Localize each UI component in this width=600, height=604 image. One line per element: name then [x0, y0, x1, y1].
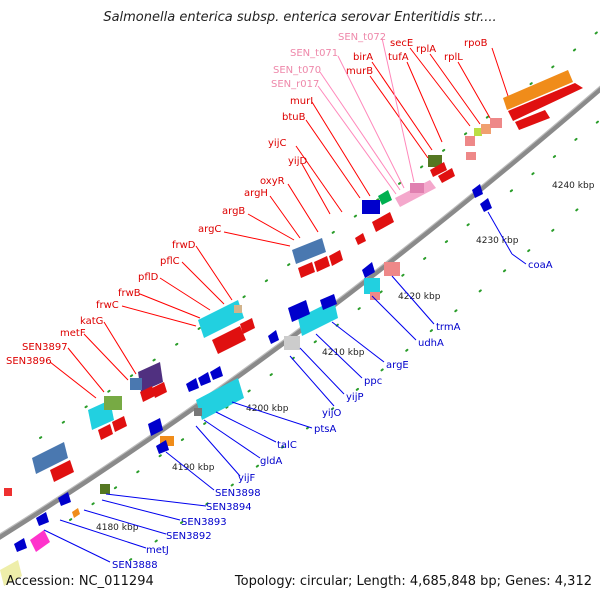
gene-label-ppc: ppc [364, 376, 382, 387]
gene-label-murI: murI [290, 96, 313, 107]
gene-label-yijF: yijF [238, 473, 255, 484]
gene-block-SEN3898[interactable] [148, 418, 174, 454]
gene-block-frw-region[interactable] [198, 300, 255, 354]
forward-gene-blocks [4, 70, 583, 496]
gene-label-argH: argH [244, 188, 268, 199]
gene-label-SEN3898: SEN3898 [215, 488, 261, 499]
tick-4200: 4200 kbp [246, 404, 289, 414]
gene-block-argE[interactable] [268, 294, 338, 350]
gene-label-SEN_r017: SEN_r017 [271, 79, 319, 90]
gene-block-btuB-region[interactable] [355, 180, 436, 245]
accession-text: Accession: NC_011294 [6, 574, 154, 589]
gene-block-metJ[interactable] [14, 512, 50, 552]
tick-4230: 4230 kbp [476, 236, 519, 246]
gene-label-frwB: frwB [118, 288, 141, 299]
gene-label-rplL: rplL [444, 52, 463, 63]
genome-summary-text: Topology: circular; Length: 4,685,848 bp… [234, 574, 592, 589]
gene-label-SEN_t072: SEN_t072 [338, 32, 386, 43]
gene-label-metJ: metJ [146, 545, 169, 556]
tick-4220: 4220 kbp [398, 292, 441, 302]
tick-4180: 4180 kbp [96, 523, 139, 533]
gene-label-yijC: yijC [268, 138, 286, 149]
gene-label-pflD: pflD [138, 272, 159, 283]
tick-4210: 4210 kbp [322, 348, 365, 358]
tick-4240: 4240 kbp [552, 181, 595, 191]
forward-leaders [49, 47, 509, 399]
gene-block-SEN3894[interactable] [58, 484, 110, 518]
tick-labels: 4180 kbp 4190 kbp 4200 kbp 4210 kbp 4220… [96, 181, 595, 533]
gene-label-frwC: frwC [96, 300, 119, 311]
gene-label-metF: metF [60, 328, 86, 339]
track-dots [39, 29, 600, 561]
gene-label-murB: murB [346, 66, 373, 77]
gene-label-ptsA: ptsA [314, 424, 336, 435]
gene-label-talC: talC [277, 440, 297, 451]
gene-block-rpoB-region[interactable] [503, 70, 583, 130]
gene-block-coaA[interactable] [472, 184, 492, 212]
map-title: Salmonella enterica subsp. enterica sero… [103, 10, 497, 25]
gene-block-SEN3896-region[interactable] [4, 442, 74, 496]
gene-label-yijO: yijO [322, 408, 341, 419]
gene-label-gldA: gldA [260, 456, 282, 467]
reverse-gene-labels: coaA trmA udhA argE ppc yijP yijO ptsA t… [112, 260, 553, 571]
gene-label-pflC: pflC [160, 256, 180, 267]
gene-block-udhA[interactable] [364, 278, 380, 300]
reverse-gene-blocks [0, 184, 492, 586]
gene-label-katG: katG [80, 316, 103, 327]
tick-4190: 4190 kbp [172, 463, 215, 473]
gene-label-argE: argE [386, 360, 409, 371]
gene-label-SEN3896: SEN3896 [6, 356, 52, 367]
gene-label-udhA: udhA [418, 338, 444, 349]
gene-label-trmA: trmA [436, 322, 461, 333]
gene-label-argB: argB [222, 206, 245, 217]
gene-label-SEN3897: SEN3897 [22, 342, 68, 353]
gene-block-argH-region[interactable] [292, 238, 343, 278]
reverse-leaders [43, 211, 527, 563]
gene-label-SEN3893: SEN3893 [181, 517, 227, 528]
gene-block-trmA[interactable] [362, 262, 400, 278]
gene-label-tufA: tufA [388, 52, 409, 63]
gene-label-oxyR: oxyR [260, 176, 285, 187]
gene-label-SEN3888: SEN3888 [112, 560, 158, 571]
gene-label-yijP: yijP [346, 392, 364, 403]
gene-block-tufA[interactable] [428, 155, 455, 183]
gene-label-SEN3892: SEN3892 [166, 531, 212, 542]
gene-block-ptsA[interactable] [186, 366, 244, 420]
gene-label-birA: birA [353, 52, 373, 63]
gene-label-SEN_t070: SEN_t070 [273, 65, 321, 76]
gene-label-SEN3894: SEN3894 [206, 502, 252, 513]
forward-gene-labels: rpoB secE rplA rplL birA tufA murB murI … [6, 38, 488, 367]
gene-label-secE: secE [390, 38, 413, 49]
gene-label-btuB: btuB [282, 112, 306, 123]
gene-block-SEN3888[interactable] [0, 560, 22, 586]
gene-label-rpoB: rpoB [464, 38, 488, 49]
gene-label-yijD: yijD [288, 156, 307, 167]
gene-block-ribosomal[interactable] [465, 118, 502, 160]
gene-block-metF-region[interactable] [88, 396, 127, 440]
gene-label-rplA: rplA [416, 44, 436, 55]
rna-leaders [317, 37, 415, 195]
gene-label-SEN_t071: SEN_t071 [290, 48, 338, 59]
gene-label-argC: argC [198, 224, 221, 235]
rna-gene-labels: SEN_t072 SEN_t071 SEN_t070 SEN_r017 [271, 32, 386, 90]
gene-block-katG-region[interactable] [130, 362, 167, 402]
gene-label-frwD: frwD [172, 240, 196, 251]
gene-label-coaA: coaA [528, 260, 553, 271]
